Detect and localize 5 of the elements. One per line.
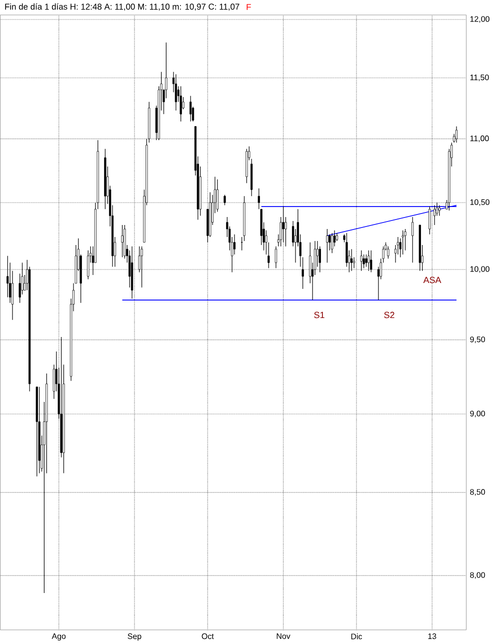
annotation: S2 — [384, 312, 394, 318]
chart-title: Fin de día 1 días H: 12:48 A: 11,00 M: 11,10 m: 10,97 C: 11,07 — [5, 3, 240, 11]
text: F — [246, 4, 251, 10]
annotation: S1 — [314, 312, 324, 318]
annotation: ASA — [423, 276, 442, 284]
